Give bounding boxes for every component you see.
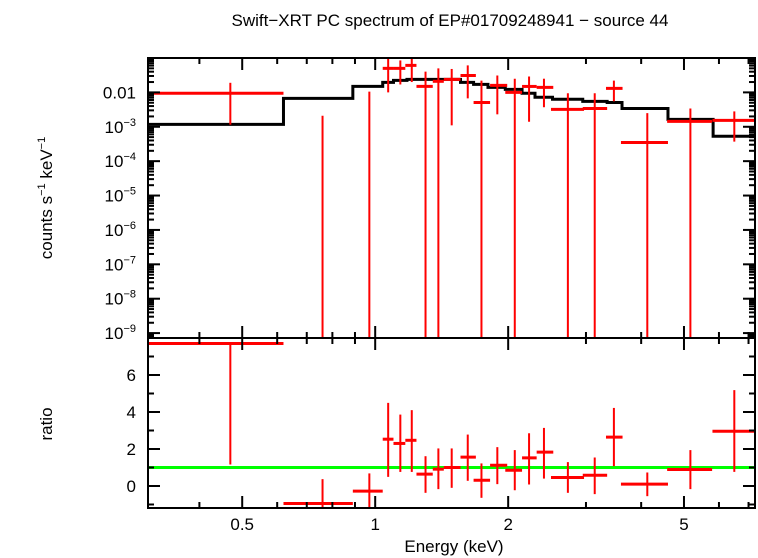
spectrum-data-point [393,60,406,85]
ratio-data-point [473,463,491,498]
y-tick-label-base: 10 [105,221,124,240]
ratio-y-tick-label: 4 [127,403,136,422]
ratio-data-point [283,479,353,508]
spectrum-data-point [490,75,508,115]
y-tick-label-exponent: −5 [123,186,136,198]
ratio-data-point [522,433,537,485]
ratio-frame [147,337,756,509]
ylabel-part-b-exp: −1 [36,137,48,150]
y-tick-label-exponent: −7 [123,254,136,266]
ratio-data-point [393,414,406,472]
ylabel-part-b: keV [37,149,56,184]
spectrum-data-point [522,76,537,122]
y-tick-label-base: 10 [105,255,124,274]
y-tick-label-exponent: −4 [123,151,136,163]
ratio-data-point [443,448,461,488]
x-tick-label: 2 [503,515,512,534]
ratio-data-point [490,447,508,485]
spectrum-data-point [460,65,476,99]
y-tick-label: 10−5 [105,186,136,206]
top-y-axis-label: counts s−1 keV−1 [36,137,56,259]
ratio-y-tick-label: 2 [127,440,136,459]
y-tick-label-base: 10 [105,187,124,206]
model-histogram-line [148,77,755,138]
y-tick-label-base: 10 [105,118,124,137]
y-tick-label: 10−3 [105,117,136,137]
ratio-data-point [582,457,608,495]
spectrum-panel [148,58,755,338]
axes: 0.5 1 2 50.0110−310−410−510−610−710−810−902… [103,57,756,534]
spectrum-data-point [416,71,433,338]
y-tick-label-exponent: −3 [123,117,136,129]
y-tick-label: 10−7 [105,254,136,274]
spectrum-data-point [405,58,417,83]
spectrum-data-point [605,80,623,102]
y-tick-label: 0.01 [103,83,136,102]
spectrum-data-point [443,68,461,126]
y-tick-label: 10−8 [105,289,136,309]
y-tick-label: 10−6 [105,220,136,240]
ratio-y-tick-label: 0 [127,477,136,496]
ratio-data-point [382,402,394,477]
ratio-data-point [416,456,433,493]
y-tick-label-exponent: −6 [123,220,136,232]
ratio-data-point [432,448,444,490]
chart-title: Swift−XRT PC spectrum of EP#01709248941 … [232,11,669,30]
x-tick-label: 1 [370,515,379,534]
ratio-data-point [460,434,476,481]
ratio-data-point [667,450,713,490]
spectrum-data-point [505,78,523,338]
y-tick-label: 10−4 [105,151,136,171]
y-tick-label-base: 10 [105,152,124,171]
spectrum-data-point [148,82,284,125]
spectrum-data-point [473,80,491,338]
spectrum-data-point [620,113,668,338]
ratio-y-tick-label: 6 [127,366,136,385]
spectrum-data-point [382,58,394,93]
spectrum-plot-area [148,58,755,338]
spectrum-data-point [432,68,444,338]
ratio-data-point [405,410,417,472]
spectrum-data-point [667,108,713,338]
ratio-data-point [620,472,668,497]
ratio-data-point [352,473,383,508]
ratio-data-point [536,427,554,479]
ratio-data-point [605,407,623,467]
ratio-plot-area [148,342,755,508]
ratio-data-point [148,342,284,465]
ylabel-part-a: counts s [37,196,56,259]
ylabel-part-a-exp: −1 [36,183,48,196]
x-axis-label: Energy (keV) [404,537,503,556]
bottom-y-axis-label: ratio [37,407,56,440]
spectrum-data-point [536,78,554,108]
y-tick-label-base: 10 [105,290,124,309]
spectrum-data-point [582,93,608,338]
y-tick-label: 10−9 [105,323,136,343]
spectrum-data-point [321,115,324,338]
ratio-panel [148,342,755,508]
spectrum-data-point [550,93,585,338]
y-tick-label-exponent: −9 [123,323,136,335]
x-tick-label: 0.5 [230,515,254,534]
x-tick-label: 5 [679,515,688,534]
y-tick-label-exponent: −8 [123,289,136,301]
ratio-data-point [550,462,585,493]
ratio-data-point [505,450,523,491]
y-tick-label-base: 10 [105,324,124,343]
spectrum-data-point [368,91,371,338]
spectrum-data-point [712,111,755,142]
